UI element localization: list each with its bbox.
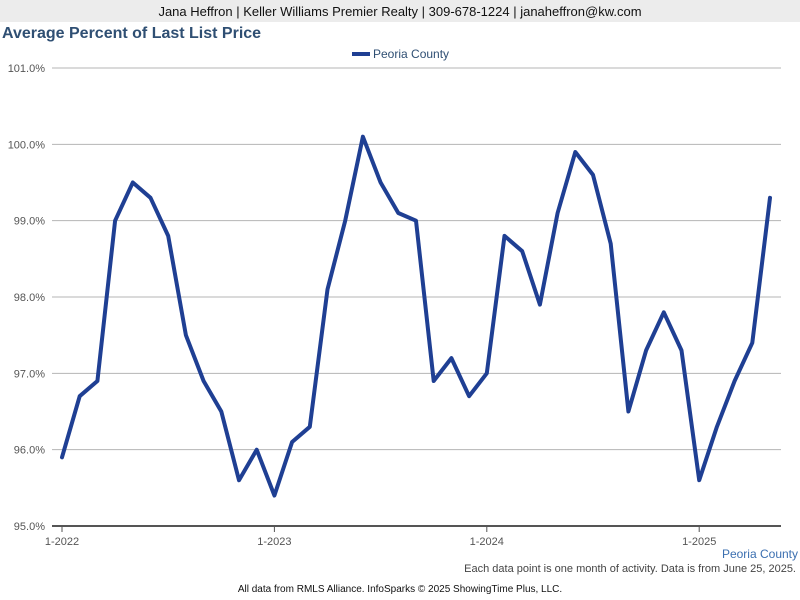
- y-tick-label: 99.0%: [14, 216, 45, 228]
- x-tick-label: 1-2022: [45, 536, 79, 548]
- y-tick-label: 98.0%: [14, 292, 45, 304]
- y-tick-label: 95.0%: [14, 521, 45, 533]
- activity-footnote: Each data point is one month of activity…: [464, 563, 796, 575]
- y-tick-label: 101.0%: [8, 63, 46, 75]
- y-tick-label: 96.0%: [14, 445, 45, 457]
- series-line-peoria-county: [60, 134, 772, 498]
- chart-title: Average Percent of Last List Price: [2, 25, 262, 42]
- series-label-right: Peoria County: [722, 547, 798, 561]
- x-tick-label: 1-2025: [682, 536, 716, 548]
- legend-label: Peoria County: [373, 47, 449, 61]
- agent-contact-text: Jana Heffron | Keller Williams Premier R…: [158, 3, 642, 19]
- y-tick-label: 97.0%: [14, 368, 45, 380]
- agent-contact-bar: Jana Heffron | Keller Williams Premier R…: [0, 0, 800, 22]
- x-tick-label: 1-2024: [470, 536, 504, 548]
- y-tick-label: 100.0%: [8, 139, 46, 151]
- x-tick-label: 1-2023: [257, 536, 291, 548]
- source-credit: All data from RMLS Alliance. InfoSparks …: [237, 584, 563, 595]
